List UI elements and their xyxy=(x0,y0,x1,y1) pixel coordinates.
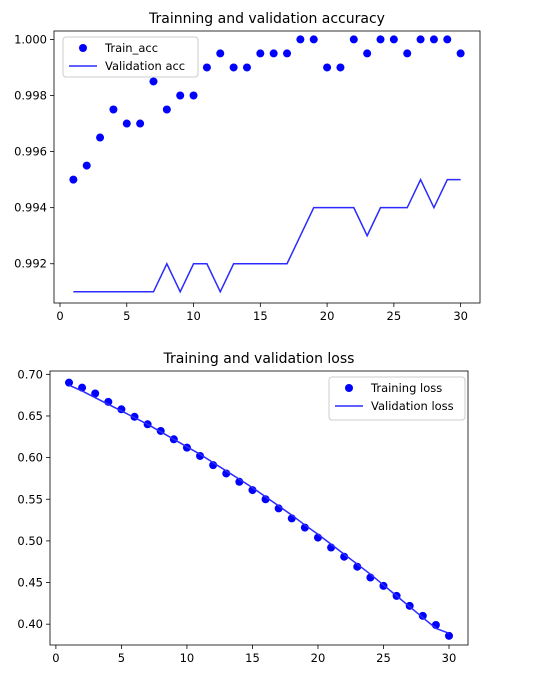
data-point xyxy=(376,35,385,44)
y-tick-label: 1.000 xyxy=(14,32,47,46)
x-tick-label: 30 xyxy=(453,309,468,323)
x-tick-label: 5 xyxy=(123,309,130,323)
y-tick-label: 0.992 xyxy=(14,257,47,271)
x-tick-label: 20 xyxy=(320,309,335,323)
data-point xyxy=(176,91,185,100)
chart-title: Trainning and validation accuracy xyxy=(148,11,385,27)
y-tick-label: 0.65 xyxy=(17,409,43,423)
y-tick-label: 0.50 xyxy=(17,534,43,548)
legend: Training loss Validation loss xyxy=(328,376,466,421)
y-tick-label: 0.996 xyxy=(14,145,47,159)
data-point xyxy=(202,63,211,72)
x-tick-label: 10 xyxy=(180,651,195,665)
series-line-validation-acc xyxy=(73,177,461,294)
data-point xyxy=(136,119,145,128)
legend-label: Training loss xyxy=(370,381,442,395)
y-tick-label: 0.45 xyxy=(17,576,43,590)
legend-box xyxy=(62,36,199,78)
data-point xyxy=(269,49,278,58)
x-tick-label: 5 xyxy=(118,651,125,665)
data-point xyxy=(109,105,118,114)
legend-marker-swatch xyxy=(345,384,353,392)
data-point xyxy=(96,133,105,142)
data-point xyxy=(256,49,265,58)
data-point xyxy=(363,49,372,58)
data-point xyxy=(283,49,292,58)
x-tick-label: 25 xyxy=(387,309,402,323)
x-tick-label: 15 xyxy=(245,651,260,665)
chart-accuracy: Trainning and validation accuracy 0 5 10 15 2… xyxy=(14,11,481,323)
chart-loss: Training and validation loss 0 5 10 15 20 25 30… xyxy=(17,351,469,665)
data-point xyxy=(162,105,171,114)
data-point xyxy=(229,63,238,72)
y-tick-label: 0.60 xyxy=(17,451,43,465)
data-point xyxy=(389,35,398,44)
data-point xyxy=(82,161,91,170)
chart-title: Training and validation loss xyxy=(163,351,355,367)
data-point xyxy=(416,35,425,44)
x-tick-label: 30 xyxy=(442,651,457,665)
data-point xyxy=(353,562,362,571)
data-point xyxy=(149,77,158,86)
data-point xyxy=(429,35,438,44)
x-tick-label: 15 xyxy=(253,309,268,323)
y-tick-label: 0.994 xyxy=(14,201,47,215)
data-point xyxy=(445,631,453,640)
data-point xyxy=(418,611,427,620)
data-point xyxy=(65,378,73,387)
data-point xyxy=(456,49,465,58)
y-tick-label: 0.55 xyxy=(17,492,43,506)
data-point xyxy=(69,175,78,184)
legend-box xyxy=(328,376,466,421)
data-point xyxy=(189,91,198,100)
plot-frame xyxy=(53,30,481,304)
data-point xyxy=(349,35,358,44)
legend: Train_acc Validation acc xyxy=(62,36,199,78)
data-point xyxy=(340,552,349,561)
plot-frame xyxy=(49,370,469,646)
y-tick-label: 0.998 xyxy=(14,88,47,102)
legend-label: Validation acc xyxy=(105,59,185,73)
x-tick-label: 0 xyxy=(56,309,63,323)
data-point xyxy=(242,63,251,72)
series-line-validation-loss xyxy=(68,384,450,635)
data-point xyxy=(443,35,452,44)
data-point xyxy=(91,389,100,398)
legend-label: Validation loss xyxy=(371,399,454,413)
data-point xyxy=(336,63,345,72)
y-tick-label: 0.70 xyxy=(17,367,43,381)
x-tick-label: 25 xyxy=(376,651,391,665)
data-point xyxy=(323,63,332,72)
y-tick-label: 0.40 xyxy=(17,617,43,631)
data-point xyxy=(122,119,131,128)
legend-marker-swatch xyxy=(79,44,87,52)
x-tick-label: 20 xyxy=(311,651,326,665)
data-point xyxy=(216,49,225,58)
data-point xyxy=(309,35,318,44)
legend-label: Train_acc xyxy=(104,41,158,55)
data-point xyxy=(403,49,412,58)
x-tick-label: 10 xyxy=(186,309,201,323)
data-point xyxy=(296,35,305,44)
x-tick-label: 0 xyxy=(52,651,59,665)
